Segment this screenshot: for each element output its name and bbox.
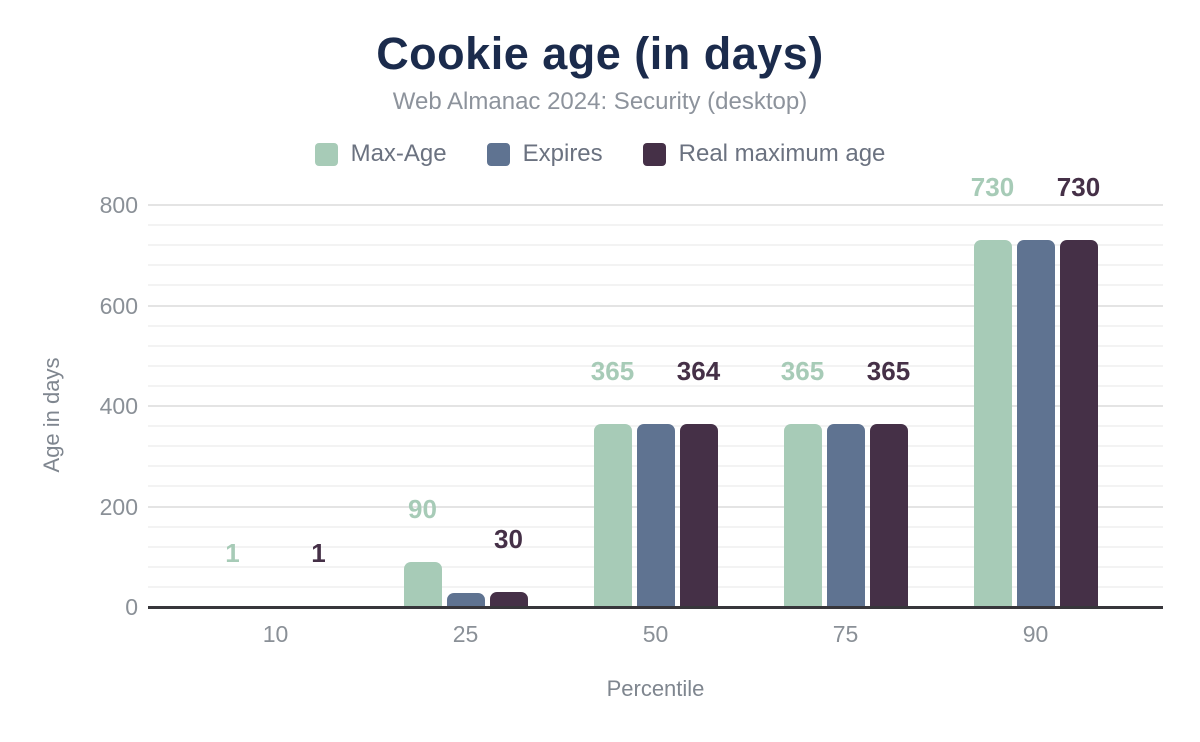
gridline-minor xyxy=(148,324,1163,327)
gridline-minor xyxy=(148,244,1163,247)
legend-label: Max-Age xyxy=(350,140,447,167)
bar-real-maximum-age-p90[interactable] xyxy=(1059,240,1098,607)
bar-value-label: 1 xyxy=(311,538,326,569)
chart-title: Cookie age (in days) xyxy=(376,28,824,79)
gridline-minor xyxy=(148,224,1163,227)
legend-swatch-max-age xyxy=(314,142,338,166)
bar-expires-p50[interactable] xyxy=(636,423,675,607)
bar-value-label: 30 xyxy=(494,523,523,554)
x-axis-tick-label: 75 xyxy=(832,621,859,647)
bar-real-maximum-age-p25[interactable] xyxy=(489,591,528,607)
bar-max-age-p25[interactable] xyxy=(403,561,442,607)
gridline-major xyxy=(148,204,1163,206)
bar-value-label: 365 xyxy=(780,355,825,386)
gridline-minor xyxy=(148,384,1163,387)
gridline-major xyxy=(148,304,1163,307)
legend-swatch-expires xyxy=(486,142,510,166)
bar-value-label: 365 xyxy=(590,355,635,386)
bar-value-label: 364 xyxy=(676,356,721,387)
y-axis-tick-label: 0 xyxy=(125,594,138,620)
bar-expires-p90[interactable] xyxy=(1016,240,1055,607)
x-axis-tick-label: 50 xyxy=(642,621,669,647)
bar-value-label: 730 xyxy=(970,172,1015,203)
legend-item-real-maximum-age[interactable]: Real maximum age xyxy=(642,140,886,168)
y-axis-tick-label: 600 xyxy=(99,292,138,319)
chart-legend: Max-Age Expires Real maximum age xyxy=(0,140,1200,168)
legend-label: Real maximum age xyxy=(678,140,886,167)
x-axis-tick-label: 90 xyxy=(1022,621,1049,647)
chart-subtitle: Web Almanac 2024: Security (desktop) xyxy=(392,88,808,115)
x-axis-tick-label: 25 xyxy=(452,621,479,647)
legend-item-max-age[interactable]: Max-Age xyxy=(314,140,447,168)
y-axis-title: Age in days xyxy=(39,357,64,473)
bar-expires-p25[interactable] xyxy=(446,592,485,607)
bar-value-label: 730 xyxy=(1056,172,1101,203)
bar-value-label: 90 xyxy=(408,493,437,524)
bar-real-maximum-age-p75[interactable] xyxy=(869,423,908,607)
bar-real-maximum-age-p50[interactable] xyxy=(679,424,718,607)
x-axis-line xyxy=(148,605,1163,609)
bar-value-label: 1 xyxy=(225,538,240,569)
bar-max-age-p90[interactable] xyxy=(973,240,1012,607)
y-axis-tick-label: 200 xyxy=(99,493,138,520)
legend-item-expires[interactable]: Expires xyxy=(486,140,603,168)
gridline-minor xyxy=(148,264,1163,267)
gridline-minor xyxy=(148,344,1163,347)
legend-swatch-real-maximum-age xyxy=(642,142,666,166)
bar-value-label: 365 xyxy=(866,355,911,386)
x-axis-tick-label: 10 xyxy=(262,621,289,647)
bar-max-age-p75[interactable] xyxy=(783,423,822,607)
y-axis-tick-label: 800 xyxy=(99,192,138,218)
gridline-minor xyxy=(148,284,1163,287)
bar-expires-p75[interactable] xyxy=(826,423,865,607)
gridline-major xyxy=(148,405,1163,407)
gridline-minor xyxy=(148,364,1163,367)
x-axis-title: Percentile xyxy=(606,676,705,701)
bar-max-age-p50[interactable] xyxy=(593,423,632,607)
legend-label: Expires xyxy=(522,140,603,167)
y-axis-tick-label: 400 xyxy=(99,393,138,419)
